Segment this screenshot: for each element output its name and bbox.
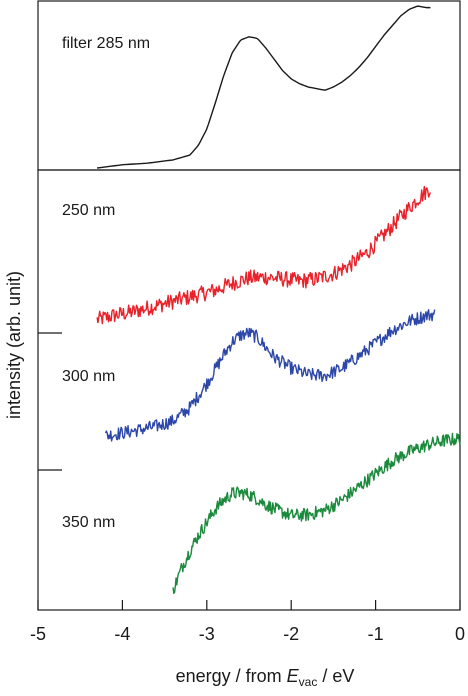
x-tick-label-2: -3 [199,624,215,644]
x-axis-ticks: -5 -4 -3 -2 -1 0 [30,600,465,644]
series-line-350-nm [172,432,461,594]
label-350nm: 350 nm [62,514,115,531]
x-axis-label-main: energy / from [176,666,287,686]
label-filter-285: filter 285 nm [62,35,150,52]
y-axis-label: intensity (arb. unit) [4,271,24,419]
x-tick-label-3: -2 [283,624,299,644]
x-axis-label-sub: vac [299,675,318,689]
bottom-panel-frame [37,169,461,611]
x-axis-label-unit: / eV [317,666,354,686]
label-250nm: 250 nm [62,202,115,219]
series-line-300-nm [104,309,436,442]
x-tick-label-1: -4 [114,624,130,644]
x-tick-label-4: -1 [368,624,384,644]
x-tick-label-0: -5 [30,624,46,644]
x-tick-label-5: 0 [455,624,465,644]
x-axis-label-var: E [287,666,300,686]
label-300nm: 300 nm [62,368,115,385]
series-line-250-nm [96,185,432,325]
x-axis-label: energy / from Evac / eV [176,666,355,689]
traces [96,5,461,594]
series-line-filter-285-nm [96,5,431,169]
top-panel-frame [37,0,461,171]
